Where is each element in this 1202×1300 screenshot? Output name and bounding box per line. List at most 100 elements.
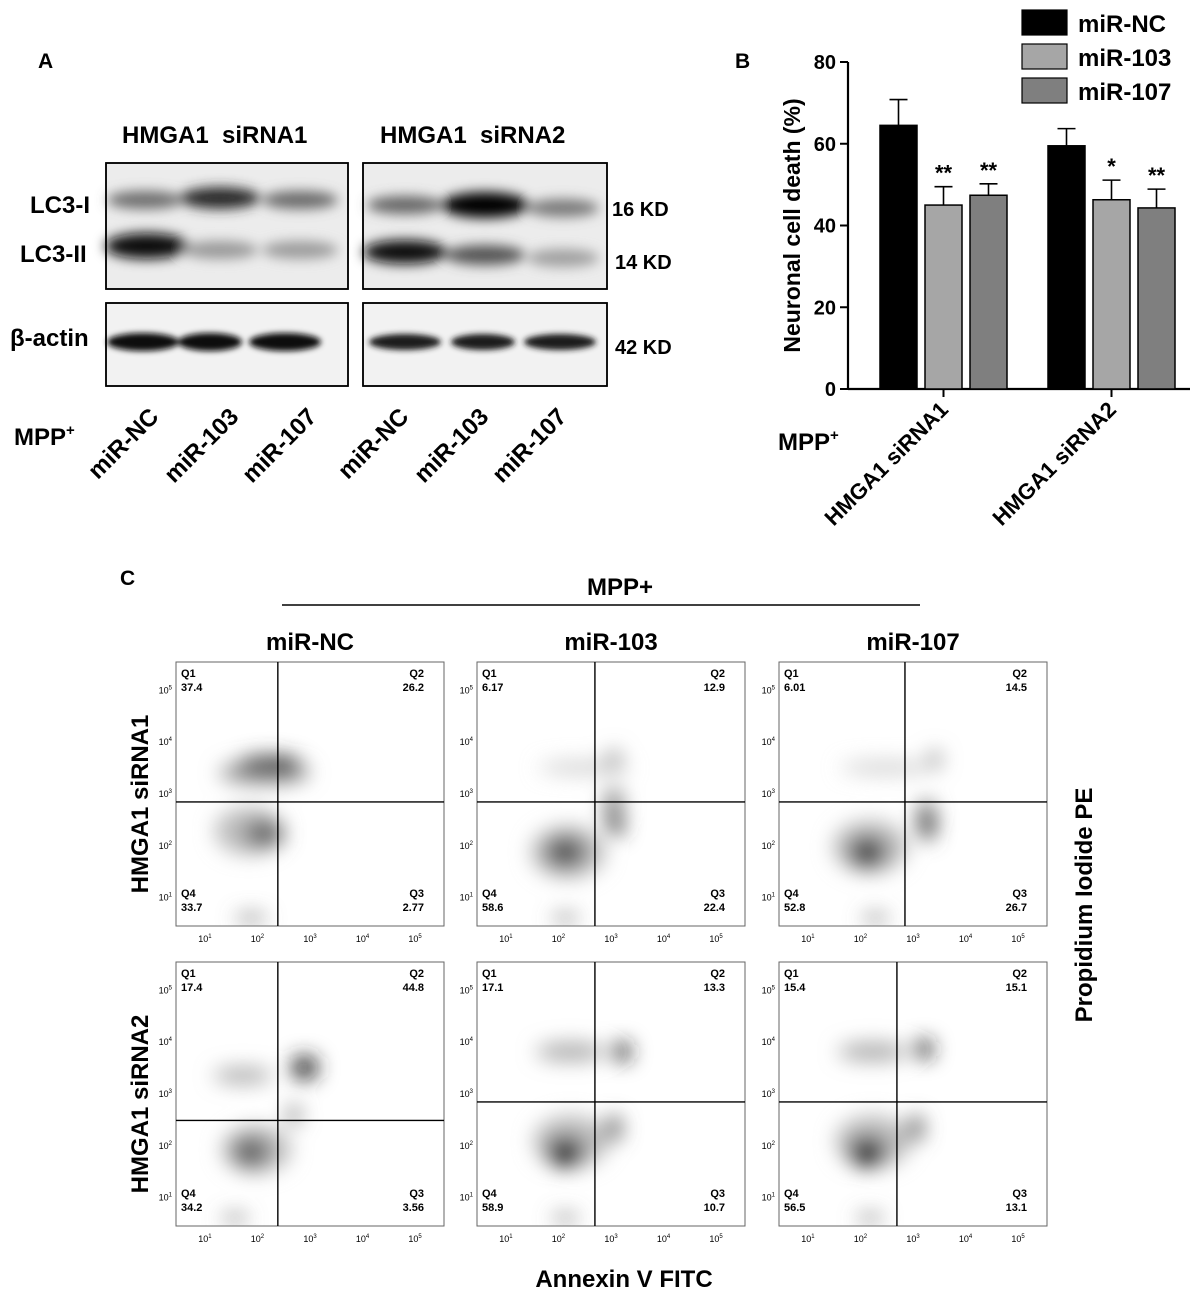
flow-plot: Q1 17.1 Q2 13.3 Q4 58.9 Q3 10.7 101 101 102 102 103 1… — [460, 961, 746, 1244]
y-tick-label: 103 — [762, 789, 776, 799]
density-blob — [535, 1042, 606, 1061]
lane-label: miR-103 — [409, 403, 494, 488]
legend-swatch — [1021, 9, 1068, 36]
x-tick-label: 102 — [251, 1234, 265, 1244]
legend-label: miR-107 — [1078, 79, 1171, 106]
panel-a: A HMGA1 siRNA1 HMGA1 siRNA2 LC3-I LC3-II… — [10, 50, 672, 488]
q3-value: 3.56 — [403, 1202, 424, 1214]
y-tick-label: 102 — [159, 841, 173, 851]
y-tick-label: 105 — [762, 685, 776, 695]
y-tick-label: 104 — [159, 737, 173, 747]
lane-label: miR-107 — [237, 403, 322, 488]
density-blob — [914, 1039, 934, 1059]
q4-name: Q4 — [482, 1188, 498, 1200]
lane-label: miR-NC — [83, 403, 164, 484]
y-tick-label: 101 — [460, 1193, 474, 1203]
q1-value: 15.4 — [784, 982, 806, 994]
mpp-label-a: MPP+ — [14, 422, 75, 451]
y-tick-label: 104 — [762, 737, 776, 747]
q2-value: 13.3 — [704, 982, 725, 994]
y-tick-label: 103 — [460, 789, 474, 799]
q3-name: Q3 — [409, 888, 424, 900]
q3-name: Q3 — [1012, 1188, 1027, 1200]
c-xlabel: Annexin V FITC — [535, 1266, 712, 1293]
x-tick-label: 101 — [198, 934, 212, 944]
x-tick-label: 105 — [408, 1234, 422, 1244]
row-label-lc3-i: LC3-I — [30, 192, 90, 219]
density-blob — [552, 1214, 579, 1223]
x-tick-label: 104 — [356, 1234, 370, 1244]
x-tick-label: 102 — [251, 934, 265, 944]
y-tick-label: 105 — [460, 985, 474, 995]
row-label-lc3-ii: LC3-II — [20, 241, 87, 268]
density-blob — [848, 836, 887, 868]
significance-label: ** — [980, 158, 998, 183]
density-blob — [545, 836, 586, 868]
x-tick-label: 105 — [408, 934, 422, 944]
flow-plot: Q1 15.4 Q2 15.1 Q4 56.5 Q3 13.1 101 101 102 102 103 1… — [762, 961, 1048, 1244]
y-tick-label: 102 — [460, 1141, 474, 1151]
x-tick-label: 102 — [854, 934, 868, 944]
row-label: HMGA1 siRNA2 — [127, 1015, 154, 1194]
column-header: miR-103 — [564, 629, 657, 656]
q1-name: Q1 — [482, 668, 497, 680]
y-tick-label: 104 — [460, 737, 474, 747]
density-blob — [907, 1115, 924, 1142]
density-blob — [552, 914, 579, 923]
q1-value: 17.1 — [482, 982, 503, 994]
density-blobs — [530, 749, 630, 923]
mpp-header: MPP+ — [587, 574, 653, 601]
bar — [924, 204, 963, 390]
density-blobs — [213, 1055, 319, 1223]
q1-name: Q1 — [181, 968, 196, 980]
y-tick-label: 102 — [762, 1141, 776, 1151]
x-tick-label: 103 — [303, 934, 317, 944]
group-label-sirna1: HMGA1 siRNA1 — [122, 122, 307, 149]
x-tick-label: 105 — [709, 934, 723, 944]
x-tick-label: 103 — [906, 934, 920, 944]
q2-name: Q2 — [710, 668, 725, 680]
density-blob — [244, 819, 285, 849]
bar — [879, 124, 918, 390]
density-blob — [837, 1042, 908, 1061]
q3-name: Q3 — [1012, 888, 1027, 900]
x-tick-label: 104 — [959, 1234, 973, 1244]
legend-swatch — [1021, 77, 1068, 104]
q4-value: 56.5 — [784, 1202, 805, 1214]
y-tick-label: 105 — [762, 985, 776, 995]
density-blobs — [832, 750, 942, 923]
mpp-label-b: MPP+ — [778, 427, 839, 456]
y-tick-label: 104 — [460, 1037, 474, 1047]
q2-name: Q2 — [710, 968, 725, 980]
y-tick-label: 60 — [814, 134, 836, 156]
x-tick-label: HMGA1 siRNA2 — [988, 397, 1122, 531]
x-tick-label: 105 — [1011, 934, 1025, 944]
x-tick-label: 104 — [657, 1234, 671, 1244]
blot-actin-right — [362, 302, 608, 387]
lane-label: miR-103 — [159, 403, 244, 488]
density-blob — [927, 750, 942, 769]
q4-name: Q4 — [181, 888, 197, 900]
blot-lc3-right — [362, 162, 608, 290]
density-blob — [232, 1136, 270, 1168]
blot-lc3-left — [105, 162, 349, 290]
y-tick-label: 102 — [762, 841, 776, 851]
y-axis-label: Neuronal cell death (%) — [779, 98, 805, 352]
y-tick-label: 103 — [159, 1089, 173, 1099]
q4-value: 33.7 — [181, 902, 202, 914]
density-blob — [234, 914, 268, 923]
y-tick-label: 101 — [762, 893, 776, 903]
bar — [1047, 145, 1086, 390]
density-blob — [848, 1136, 887, 1168]
significance-label: * — [1107, 154, 1116, 179]
x-tick-label: 102 — [854, 1234, 868, 1244]
x-tick-label: 104 — [657, 934, 671, 944]
x-tick-label: 101 — [198, 1234, 212, 1244]
x-tick-label: 103 — [604, 934, 618, 944]
significance-label: ** — [1148, 163, 1166, 188]
c-ylabel: Propidium Iodide PE — [1071, 788, 1098, 1023]
q3-name: Q3 — [710, 888, 725, 900]
q4-value: 34.2 — [181, 1202, 202, 1214]
q2-value: 14.5 — [1006, 682, 1027, 694]
